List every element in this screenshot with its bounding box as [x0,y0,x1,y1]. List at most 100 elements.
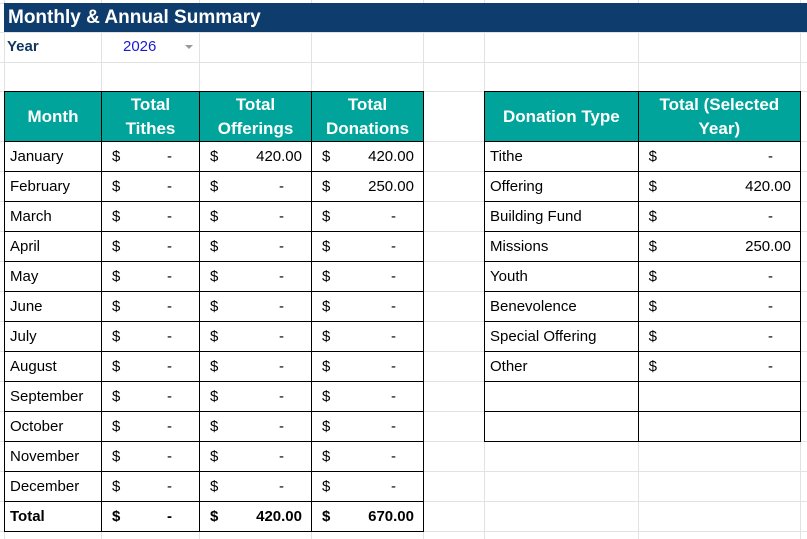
amount-cell[interactable]: $ - [101,261,200,292]
amount-cell[interactable]: $ - [101,381,200,412]
amount-cell[interactable]: $ - [637,351,802,382]
currency-symbol: $ [210,328,219,345]
table-row: November $ - $ - $ - [4,441,424,472]
amount: 250.00 [745,238,791,255]
amount-cell[interactable]: $420.00 [199,141,312,172]
amount-cell[interactable]: $ - [101,171,200,202]
amount-cell[interactable]: $ - [311,231,424,262]
amount: - [391,328,396,345]
amount-cell[interactable]: $ - [311,381,424,412]
amount-cell[interactable]: $ - [199,381,312,412]
currency-symbol: $ [648,298,658,315]
month-cell[interactable]: January [4,141,102,172]
amount-cell[interactable]: $ - [101,321,200,352]
gridline [0,32,807,33]
month-cell[interactable]: February [4,171,102,202]
amount-cell[interactable]: $ - [311,471,424,502]
month-cell[interactable]: March [4,201,102,232]
amount-cell[interactable]: $ - [101,231,200,262]
amount-cell[interactable] [637,381,802,412]
currency-symbol: $ [112,448,121,465]
amount: 420.00 [256,148,302,165]
currency-symbol: $ [648,268,658,285]
year-dropdown[interactable]: 2026 [101,32,199,62]
donation-type-cell[interactable]: Tithe [484,141,639,172]
amount-cell[interactable]: $ - [101,201,200,232]
amount-cell[interactable]: $ - [311,201,424,232]
amount: - [167,358,172,375]
amount-cell[interactable]: $420.00 [637,171,802,202]
amount-cell[interactable]: $ - [199,261,312,292]
month-cell[interactable]: December [4,471,102,502]
month-cell[interactable]: October [4,411,102,442]
amount-cell[interactable]: $ - [101,141,200,172]
currency-symbol: $ [112,178,121,195]
amount-cell[interactable]: $ - [199,471,312,502]
month-cell[interactable]: May [4,261,102,292]
amount-cell[interactable]: $ - [637,141,802,172]
amount-cell[interactable]: $ - [199,411,312,442]
table-row: May $ - $ - $ - [4,261,424,292]
month-cell[interactable]: June [4,291,102,322]
amount-cell[interactable]: $ - [101,471,200,502]
donation-type-cell[interactable]: Missions [484,231,639,262]
amount: - [279,388,284,405]
amount-cell[interactable]: $250.00 [637,231,802,262]
amount: - [768,358,773,375]
amount: - [279,298,284,315]
amount: 670.00 [368,508,414,525]
month-cell[interactable]: July [4,321,102,352]
amount-cell[interactable]: $ - [101,291,200,322]
donation-type-cell[interactable]: Special Offering [484,321,639,352]
table-row: Missions $250.00 [484,231,802,262]
donation-type-cell[interactable]: Offering [484,171,639,202]
amount-cell[interactable]: $ - [199,201,312,232]
currency-symbol: $ [322,238,331,255]
amount-cell[interactable]: $ - [637,291,802,322]
amount-cell[interactable]: $ - [101,441,200,472]
currency-symbol: $ [322,448,331,465]
month-cell[interactable]: September [4,381,102,412]
amount-cell[interactable]: $ - [637,201,802,232]
month-cell[interactable]: April [4,231,102,262]
table-row: October $ - $ - $ - [4,411,424,442]
amount-cell[interactable]: $ - [311,441,424,472]
total-amount-cell[interactable]: $420.00 [199,501,312,532]
amount-cell[interactable]: $ - [311,291,424,322]
currency-symbol: $ [112,148,121,165]
amount-cell[interactable]: $ - [199,171,312,202]
amount-cell[interactable]: $ - [101,351,200,382]
currency-symbol: $ [210,208,219,225]
amount-cell[interactable]: $ - [199,291,312,322]
amount-cell[interactable]: $ - [199,441,312,472]
amount-cell[interactable]: $ - [311,411,424,442]
amount-cell[interactable] [637,411,802,442]
month-cell[interactable]: August [4,351,102,382]
donation-type-cell[interactable]: Youth [484,261,639,292]
donation-type-cell[interactable]: Other [484,351,639,382]
total-amount-cell[interactable]: $ - [101,501,200,532]
donation-type-cell[interactable]: Building Fund [484,201,639,232]
amount: 250.00 [368,178,414,195]
amount: - [279,418,284,435]
donation-type-cell[interactable] [484,381,639,412]
donation-type-cell[interactable] [484,411,639,442]
amount-cell[interactable]: $ - [199,231,312,262]
total-label[interactable]: Total [4,501,102,532]
amount-cell[interactable]: $420.00 [311,141,424,172]
month-cell[interactable]: November [4,441,102,472]
amount: - [167,148,172,165]
donation-type-cell[interactable]: Benevolence [484,291,639,322]
amount-cell[interactable]: $ - [311,261,424,292]
amount-cell[interactable]: $ - [101,411,200,442]
amount-cell[interactable]: $ - [311,351,424,382]
amount: - [167,298,172,315]
total-amount-cell[interactable]: $670.00 [311,501,424,532]
amount-cell[interactable]: $ - [637,261,802,292]
amount-cell[interactable]: $ - [311,321,424,352]
amount: - [279,268,284,285]
amount-cell[interactable]: $ - [637,321,802,352]
amount-cell[interactable]: $ - [199,351,312,382]
amount-cell[interactable]: $ - [199,321,312,352]
amount-cell[interactable]: $250.00 [311,171,424,202]
